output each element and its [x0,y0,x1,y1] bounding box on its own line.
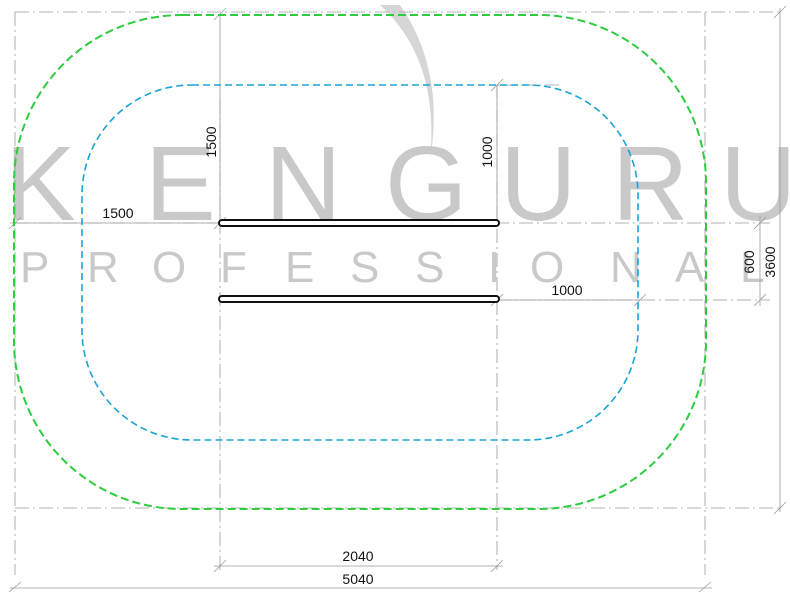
dim-label-bar-spacing: 600 [741,250,757,274]
dim-tick [490,78,504,92]
watermark-sub-l: L [740,243,764,292]
watermark-sub-p: P [20,243,49,292]
dimension-lines [8,5,787,592]
dim-tick [698,581,712,592]
watermark-sub-s2: S [415,243,444,292]
dim-tick [753,293,767,307]
watermark-letter-u: U [500,125,577,243]
watermark-letter-k: K [5,125,76,243]
dim-label-right-horizontal: 1000 [551,282,582,298]
dim-tick [213,559,227,573]
dim-tick [753,216,767,230]
watermark-swoosh [380,5,434,160]
watermark-sub-o2: O [530,243,564,292]
dim-tick [633,293,647,307]
dim-label-right-vertical: 1000 [479,136,495,167]
watermark-logo: K E N G U R U P R O F E S S I O N A L [5,5,790,292]
dim-label-inner-width: 2040 [342,548,373,564]
dim-label-total-height: 3600 [762,246,778,277]
watermark-sub-i: I [488,243,500,292]
dim-tick [490,559,504,573]
watermark-sub-o: O [152,243,186,292]
dim-label-left-horizontal: 1500 [102,205,133,221]
dim-tick [773,501,787,515]
watermark-letter-u2: U [720,125,790,243]
inner-free-space-zone [81,84,639,441]
watermark-sub-r: R [87,243,119,292]
dim-label-total-width: 5040 [342,571,373,587]
parallel-bar-top [218,219,500,227]
dim-tick [8,581,22,592]
outer-safety-zone [13,14,707,510]
watermark-sub-s: S [350,243,379,292]
guide-lines [14,11,780,575]
watermark-sub-n: N [610,243,642,292]
dim-tick [773,5,787,19]
watermark-letter-r: R [612,125,689,243]
watermark-sub-e: E [285,243,314,292]
parallel-bar-bottom [218,295,500,303]
dim-label-left-vertical: 1500 [203,126,219,157]
watermark-sub-a: A [675,243,705,292]
watermark-sub-f: F [220,243,247,292]
